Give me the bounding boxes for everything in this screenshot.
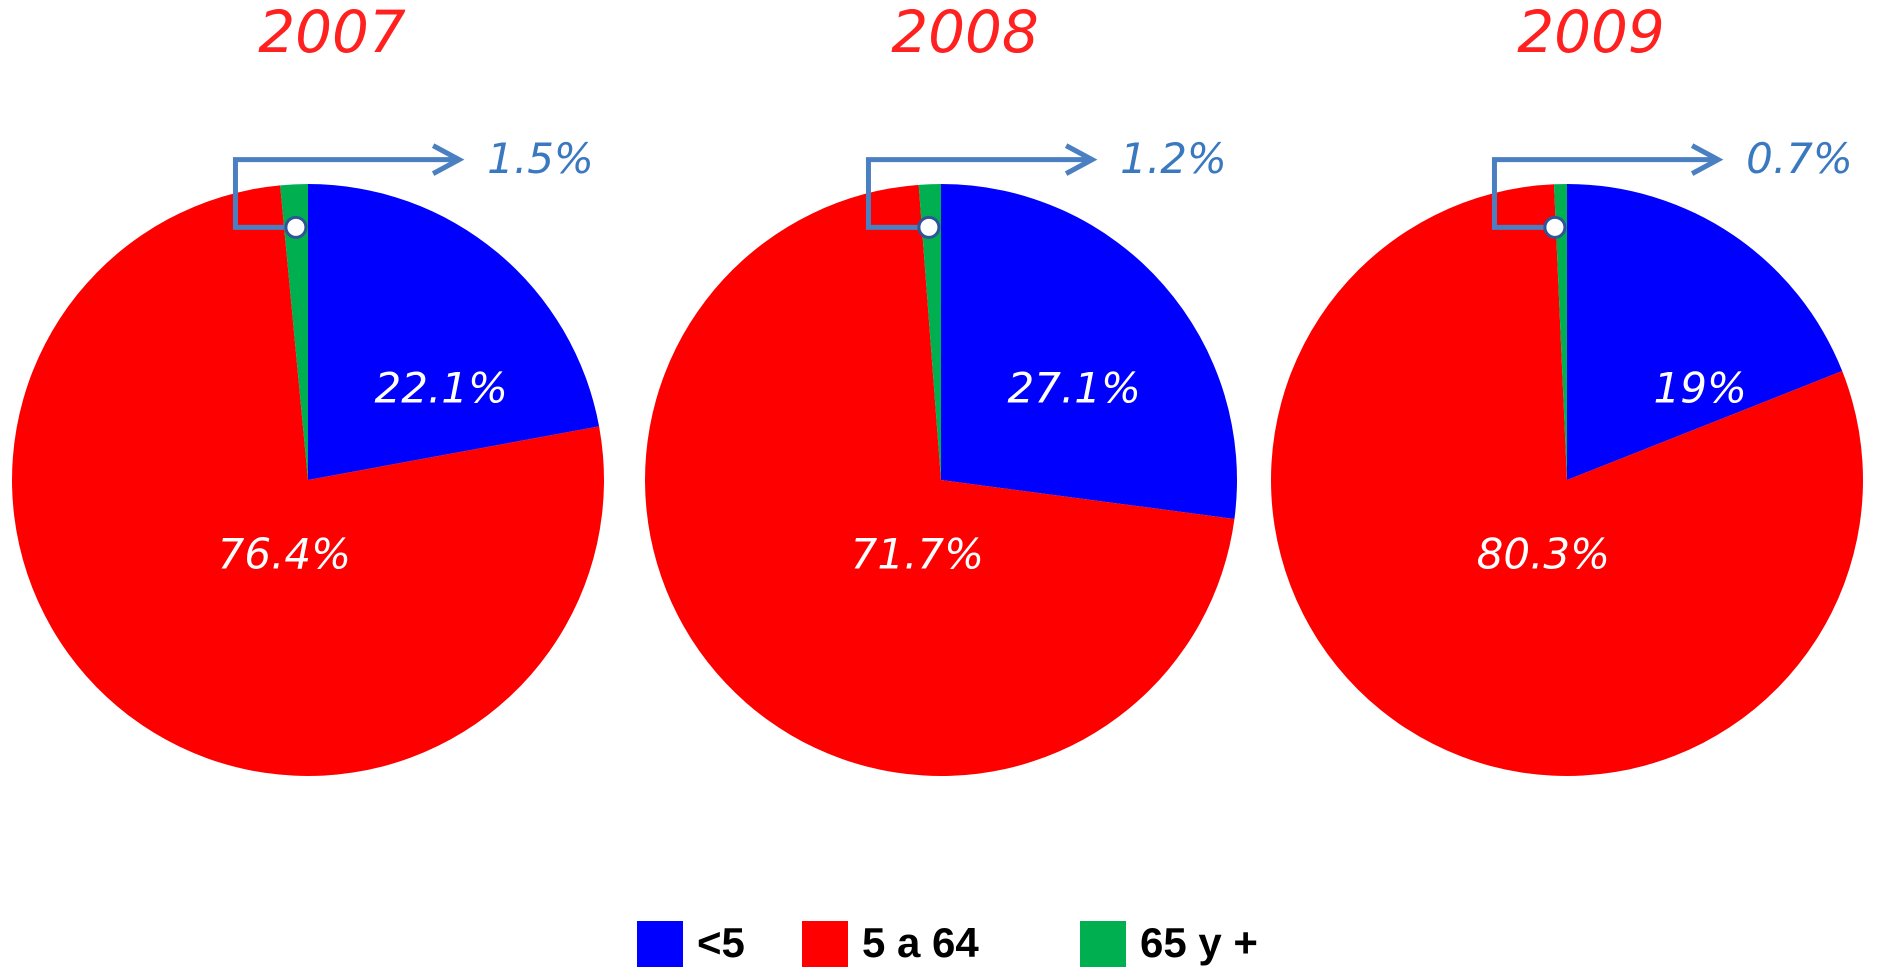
annotation-dot	[284, 215, 308, 239]
legend-label: 65 y +	[1140, 919, 1258, 966]
annotation-arrow	[232, 143, 465, 230]
slice-label: 76.4%	[218, 529, 351, 578]
slice-label: 80.3%	[1477, 529, 1610, 578]
pie-slice	[918, 184, 941, 480]
annotation-arrow	[865, 143, 1098, 230]
pie-title: 2007	[258, 0, 406, 66]
pie-title: 2009	[1517, 0, 1665, 66]
legend-label: <5	[697, 919, 745, 966]
pie-slice	[1271, 184, 1863, 776]
pie-slice	[644, 184, 1235, 777]
slice-label: 1.2%	[1120, 134, 1227, 183]
legend-swatch	[1080, 921, 1126, 967]
pie-slice	[1567, 184, 1843, 480]
slice-label: 22.1%	[374, 364, 507, 413]
slice-label: 0.7%	[1746, 134, 1853, 183]
legend-swatch	[802, 921, 848, 967]
pie-title: 2008	[891, 0, 1039, 66]
slice-label: 1.5%	[487, 134, 594, 183]
slice-label: 71.7%	[851, 529, 984, 578]
pie-slice	[941, 184, 1237, 519]
slice-label: 27.1%	[1007, 364, 1140, 413]
pie-slice	[1553, 184, 1567, 480]
annotation-dot	[1543, 215, 1567, 239]
pie-slice	[280, 184, 308, 480]
annotation-dot	[917, 215, 941, 239]
legend-swatch	[637, 921, 683, 967]
legend-label: 5 a 64	[862, 919, 979, 966]
annotation-arrow	[1491, 143, 1724, 230]
pie-slice	[12, 185, 604, 776]
slice-label: 19%	[1654, 364, 1747, 413]
pie-slice	[308, 184, 600, 480]
